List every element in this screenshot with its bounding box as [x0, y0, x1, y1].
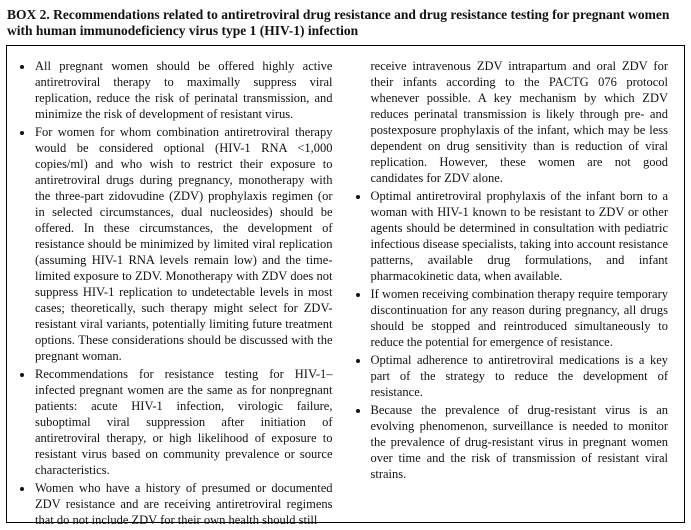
- list-item: If women receiving combination therapy r…: [370, 286, 669, 350]
- list-item: Women who have a history of presumed or …: [34, 480, 333, 528]
- list-item: Optimal antiretroviral prophylaxis of th…: [370, 188, 669, 284]
- left-column: All pregnant women should be offered hig…: [21, 58, 333, 527]
- list-item: For women for whom combination antiretro…: [34, 124, 333, 364]
- right-bullet-list: Optimal antiretroviral prophylaxis of th…: [357, 188, 669, 482]
- recommendations-box: All pregnant women should be offered hig…: [6, 45, 685, 527]
- list-item: Recommendations for resistance testing f…: [34, 366, 333, 478]
- continuation-text: receive intravenous ZDV intrapartum and …: [370, 59, 669, 185]
- list-item: All pregnant women should be offered hig…: [34, 58, 333, 122]
- box-title: BOX 2. Recommendations related to antire…: [7, 7, 670, 38]
- left-bullet-list: All pregnant women should be offered hig…: [21, 58, 333, 528]
- list-item: Optimal adherence to antiretroviral medi…: [370, 352, 669, 400]
- list-item: Because the prevalence of drug-resistant…: [370, 402, 669, 482]
- right-column: receive intravenous ZDV intrapartum and …: [357, 58, 669, 512]
